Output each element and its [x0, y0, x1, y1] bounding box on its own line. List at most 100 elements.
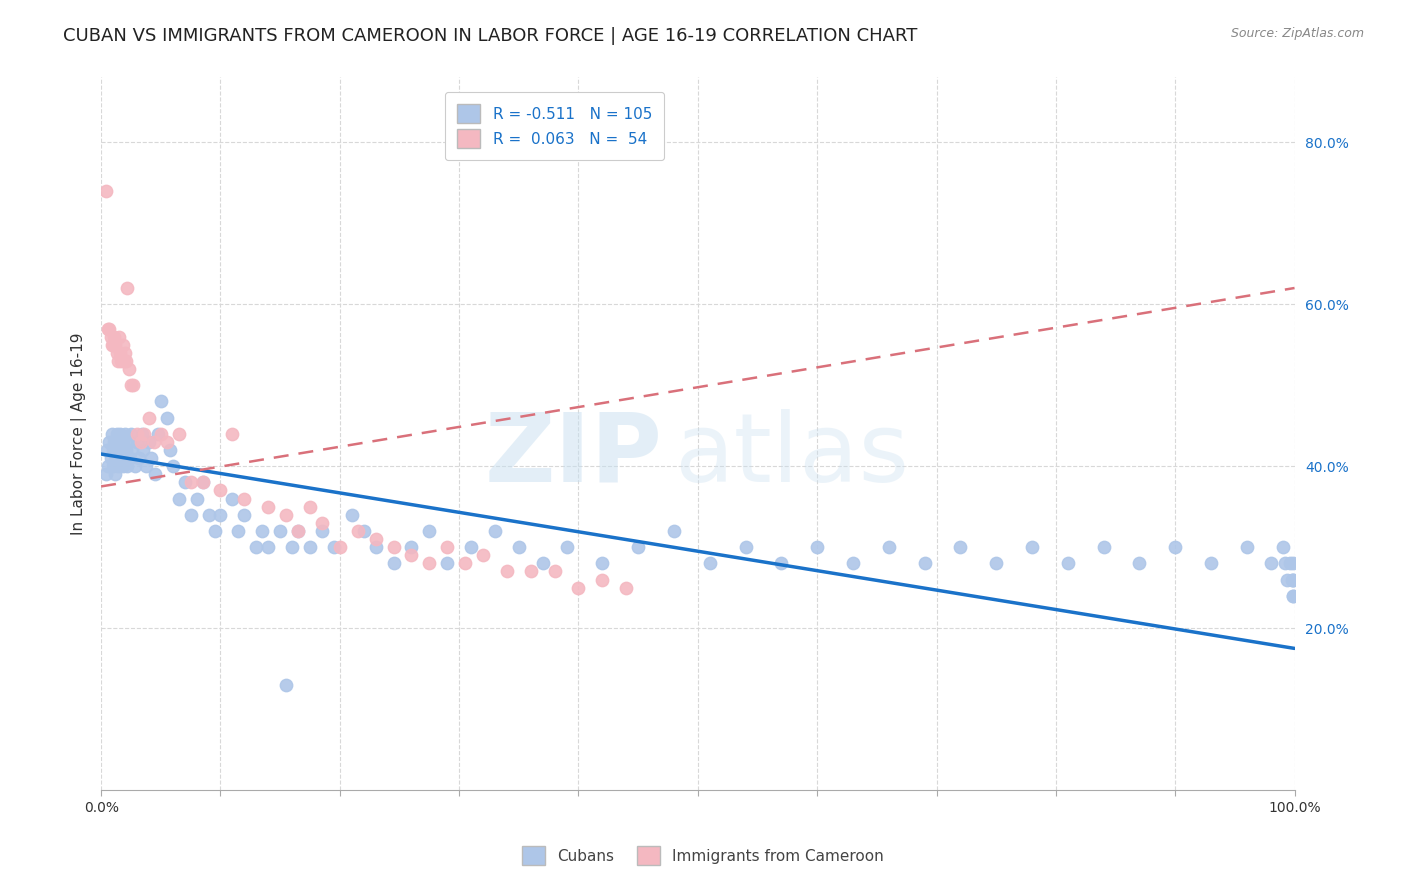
Point [120, 426, 142, 441]
Point [209, 483, 232, 498]
Point [104, 467, 127, 482]
Point [877, 540, 900, 554]
Point [949, 540, 972, 554]
Point [97, 459, 120, 474]
Text: Source: ZipAtlas.com: Source: ZipAtlas.com [1230, 27, 1364, 40]
Point [94, 184, 117, 198]
Point [734, 540, 756, 554]
Point [148, 426, 170, 441]
Point [197, 508, 219, 522]
Point [401, 549, 423, 563]
Point [1236, 540, 1258, 554]
Legend: Cubans, Immigrants from Cameroon: Cubans, Immigrants from Cameroon [516, 840, 890, 871]
Point [173, 475, 195, 490]
Point [591, 573, 613, 587]
Point [1128, 557, 1150, 571]
Point [1021, 540, 1043, 554]
Point [986, 557, 1008, 571]
Point [322, 540, 344, 554]
Point [1282, 557, 1305, 571]
Point [418, 557, 440, 571]
Point [105, 442, 128, 457]
Point [94, 467, 117, 482]
Point [519, 565, 541, 579]
Point [97, 321, 120, 335]
Point [1271, 540, 1294, 554]
Point [591, 557, 613, 571]
Point [112, 354, 135, 368]
Text: ZIP: ZIP [484, 409, 662, 501]
Point [104, 337, 127, 351]
Point [627, 540, 650, 554]
Point [101, 426, 124, 441]
Point [508, 540, 530, 554]
Point [1056, 557, 1078, 571]
Point [484, 524, 506, 538]
Point [143, 467, 166, 482]
Point [110, 354, 132, 368]
Point [364, 540, 387, 554]
Point [382, 540, 405, 554]
Point [132, 426, 155, 441]
Point [110, 426, 132, 441]
Point [117, 434, 139, 449]
Point [269, 524, 291, 538]
Point [191, 475, 214, 490]
Point [138, 410, 160, 425]
Point [233, 508, 256, 522]
Point [100, 329, 122, 343]
Legend: R = -0.511   N = 105, R =  0.063   N =  54: R = -0.511 N = 105, R = 0.063 N = 54 [446, 92, 664, 160]
Point [543, 565, 565, 579]
Point [120, 378, 142, 392]
Point [129, 434, 152, 449]
Y-axis label: In Labor Force | Age 16-19: In Labor Force | Age 16-19 [72, 333, 87, 535]
Point [111, 337, 134, 351]
Point [105, 426, 128, 441]
Point [1282, 589, 1305, 603]
Point [1282, 589, 1305, 603]
Point [1278, 557, 1301, 571]
Point [257, 540, 280, 554]
Point [156, 410, 179, 425]
Point [1282, 573, 1305, 587]
Point [186, 491, 208, 506]
Point [124, 459, 146, 474]
Point [132, 442, 155, 457]
Point [117, 362, 139, 376]
Point [112, 451, 135, 466]
Point [221, 426, 243, 441]
Point [128, 451, 150, 466]
Point [135, 459, 157, 474]
Point [418, 524, 440, 538]
Point [96, 442, 118, 457]
Point [298, 500, 321, 514]
Point [115, 442, 138, 457]
Point [107, 459, 129, 474]
Point [699, 557, 721, 571]
Point [770, 557, 793, 571]
Point [436, 557, 458, 571]
Point [1282, 573, 1305, 587]
Point [1281, 573, 1303, 587]
Point [108, 329, 131, 343]
Point [472, 549, 495, 563]
Point [460, 540, 482, 554]
Point [110, 346, 132, 360]
Point [1164, 540, 1187, 554]
Point [1277, 573, 1299, 587]
Point [108, 434, 131, 449]
Point [101, 442, 124, 457]
Point [103, 434, 125, 449]
Point [117, 459, 139, 474]
Point [111, 434, 134, 449]
Point [555, 540, 578, 554]
Point [245, 540, 267, 554]
Point [252, 524, 274, 538]
Point [436, 540, 458, 554]
Point [108, 451, 131, 466]
Point [298, 540, 321, 554]
Point [353, 524, 375, 538]
Point [1260, 557, 1282, 571]
Point [101, 337, 124, 351]
Point [156, 434, 179, 449]
